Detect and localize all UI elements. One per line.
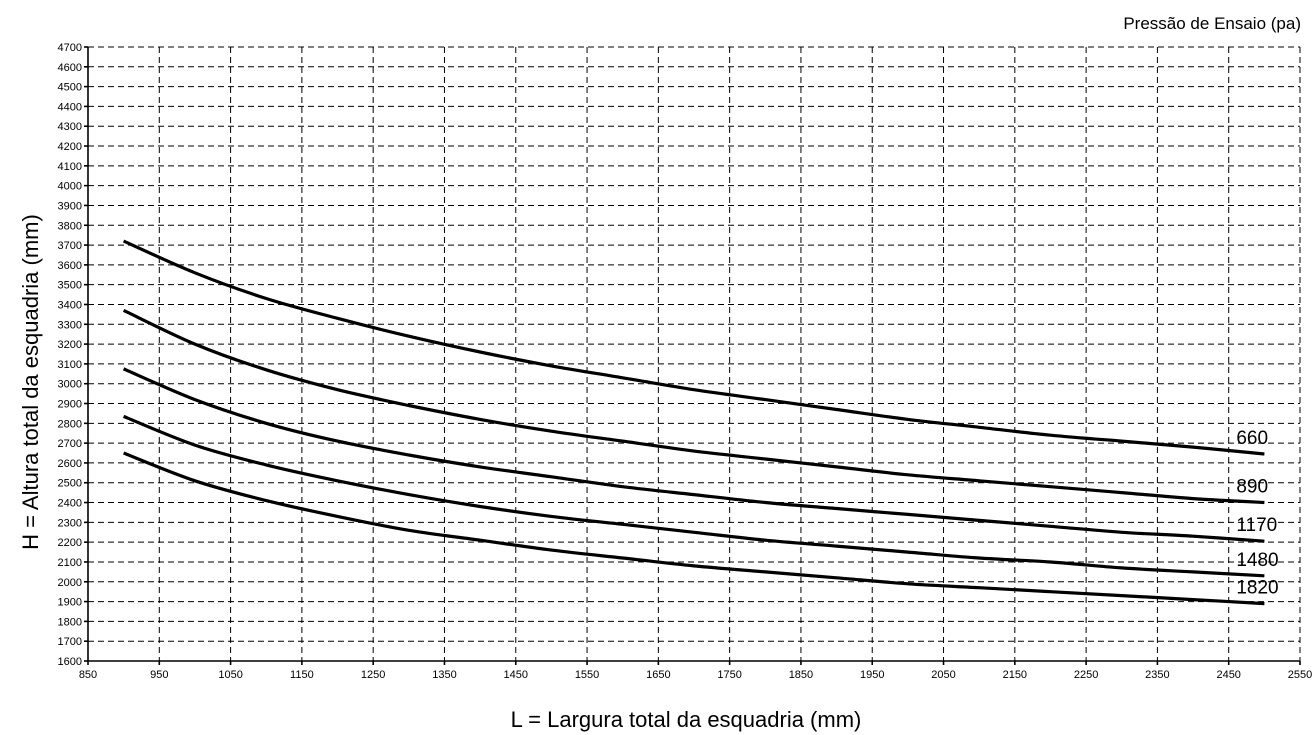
y-tick-label: 2000 <box>58 577 82 589</box>
y-tick-label: 4700 <box>58 42 82 54</box>
y-tick-label: 1600 <box>58 656 82 668</box>
x-tick-label: 1550 <box>575 669 599 681</box>
y-tick-label: 3400 <box>58 299 82 311</box>
x-tick-label: 2450 <box>1216 669 1240 681</box>
x-tick-label: 2550 <box>1288 669 1312 681</box>
y-tick-label: 2700 <box>58 438 82 450</box>
x-tick-labels: 850 950 1050 1150 1250 1350 1450 1550 1650 1750 18… <box>79 669 1312 681</box>
y-tick-label: 1900 <box>58 597 82 609</box>
x-tick-label: 2350 <box>1145 669 1169 681</box>
series-line-660 <box>122 239 1265 456</box>
x-tick-label: 1050 <box>218 669 242 681</box>
y-tick-label: 3100 <box>58 359 82 371</box>
x-tick-label: 950 <box>150 669 168 681</box>
series-label-1820: 1820 <box>1236 578 1278 599</box>
x-tick-label: 850 <box>79 669 97 681</box>
x-tick-label: 1150 <box>290 669 314 681</box>
y-tick-label: 2600 <box>58 458 82 470</box>
series <box>122 239 1265 606</box>
grid <box>88 46 1301 661</box>
x-tick-label: 1450 <box>504 669 528 681</box>
series-labels: 660 890 1170 1480 1820 <box>1236 428 1278 599</box>
series-line-890 <box>122 308 1265 505</box>
x-tick-label: 2250 <box>1074 669 1098 681</box>
y-tick-label: 3500 <box>58 280 82 292</box>
x-tick-label: 2050 <box>931 669 955 681</box>
y-tick-label: 3200 <box>58 339 82 351</box>
y-tick-label: 4300 <box>58 121 82 133</box>
series-line-1170 <box>122 367 1265 543</box>
x-axis-title: L = Largura total da esquadria (mm) <box>511 707 862 732</box>
y-tick-label: 2200 <box>58 537 82 549</box>
y-tick-label: 1700 <box>58 636 82 648</box>
y-tick-label: 2800 <box>58 418 82 430</box>
y-tick-label: 3600 <box>58 260 82 272</box>
x-tick-label: 1750 <box>717 669 741 681</box>
y-tick-labels: 1600 1700 1800 1900 2000 2100 2200 2300 2400 2500… <box>58 42 82 668</box>
x-tick-label: 1650 <box>646 669 670 681</box>
y-tick-label: 4400 <box>58 101 82 113</box>
y-tick-label: 2900 <box>58 399 82 411</box>
y-tick-label: 4200 <box>58 141 82 153</box>
y-tick-label: 4500 <box>58 82 82 94</box>
series-line-1820 <box>123 451 1265 606</box>
y-tick-label: 3900 <box>58 200 82 212</box>
series-label-890: 890 <box>1236 477 1268 498</box>
y-tick-label: 1800 <box>58 616 82 628</box>
y-tick-label: 2300 <box>58 517 82 529</box>
y-tick-label: 3000 <box>58 379 82 391</box>
y-tick-label: 4100 <box>58 161 82 173</box>
y-tick-label: 3300 <box>58 319 82 331</box>
y-tick-label: 2100 <box>58 557 82 569</box>
y-tick-label: 4000 <box>58 181 82 193</box>
y-axis-title: H = Altura total da esquadria (mm) <box>18 214 43 550</box>
axes <box>84 46 1301 665</box>
y-tick-label: 2500 <box>58 478 82 490</box>
x-tick-label: 1350 <box>432 669 456 681</box>
series-line-1480 <box>123 414 1265 578</box>
series-label-1170: 1170 <box>1236 515 1277 536</box>
y-tick-label: 4600 <box>58 62 82 74</box>
x-tick-label: 1250 <box>361 669 385 681</box>
x-tick-label: 1850 <box>789 669 813 681</box>
y-tick-label: 3700 <box>58 240 82 252</box>
y-tick-label: 2400 <box>58 498 82 510</box>
x-tick-label: 1950 <box>860 669 884 681</box>
x-tick-label: 2150 <box>1003 669 1027 681</box>
series-label-660: 660 <box>1236 428 1268 449</box>
y-tick-label: 3800 <box>58 220 82 232</box>
legend-title: Pressão de Ensaio (pa) <box>1123 14 1301 33</box>
series-label-1480: 1480 <box>1236 550 1278 571</box>
